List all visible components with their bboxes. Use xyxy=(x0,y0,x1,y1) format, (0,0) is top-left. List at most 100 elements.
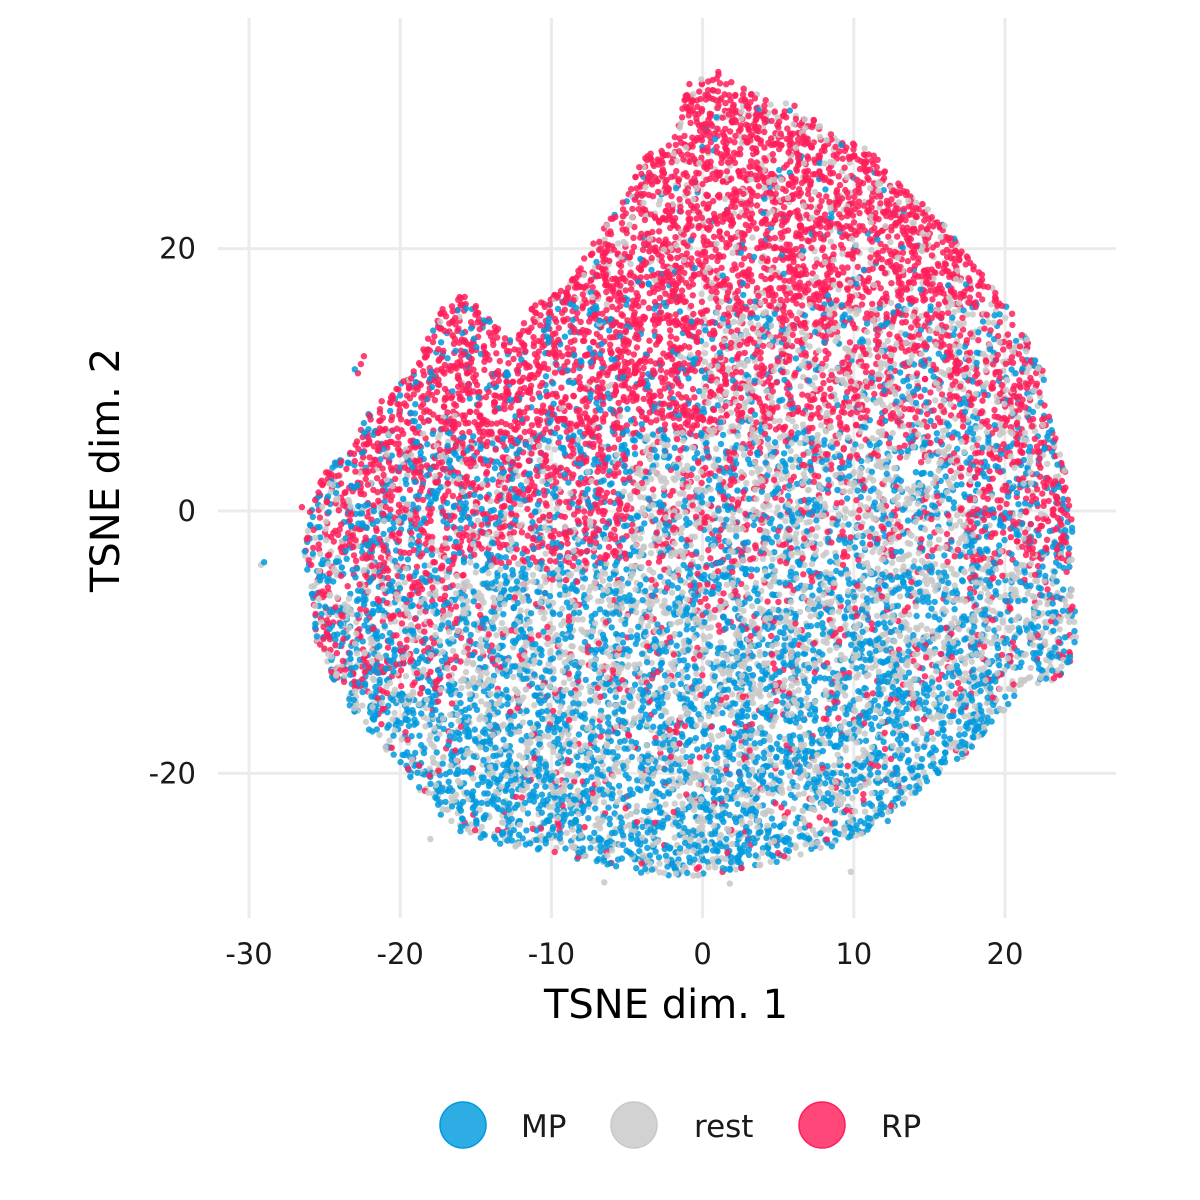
point-rest xyxy=(671,800,678,807)
point-rest xyxy=(812,533,820,540)
point-rest xyxy=(569,826,576,833)
point-mp xyxy=(746,665,753,673)
point-rest xyxy=(841,719,848,726)
point-rp xyxy=(360,353,368,360)
point-mp xyxy=(862,737,870,744)
point-mp xyxy=(624,405,631,413)
point-rp xyxy=(431,333,438,340)
point-mp xyxy=(500,736,507,743)
point-rest xyxy=(743,584,750,591)
point-rest xyxy=(384,536,391,543)
point-rp xyxy=(452,653,459,660)
point-rest xyxy=(861,145,868,152)
point-rest xyxy=(823,549,830,556)
point-rest xyxy=(947,718,954,726)
point-mp xyxy=(733,684,740,692)
point-rp xyxy=(649,486,657,493)
point-rest xyxy=(529,821,536,828)
point-rest xyxy=(1062,602,1070,610)
point-rest xyxy=(914,752,921,760)
point-rp xyxy=(496,357,503,365)
point-rp xyxy=(605,445,613,453)
point-rp xyxy=(691,394,698,401)
point-rest xyxy=(800,202,807,209)
point-rp xyxy=(1031,435,1039,442)
point-rp xyxy=(921,673,929,680)
point-rp xyxy=(825,350,832,358)
point-rp xyxy=(549,576,556,583)
point-mp xyxy=(830,770,837,777)
point-mp xyxy=(414,769,421,776)
point-rest xyxy=(782,517,789,525)
point-rest xyxy=(889,742,897,749)
point-rp xyxy=(1007,534,1014,541)
point-mp xyxy=(352,574,359,581)
point-rp xyxy=(596,238,603,245)
point-rp xyxy=(448,303,456,310)
point-rp xyxy=(773,697,780,705)
point-mp xyxy=(822,186,829,193)
point-rest xyxy=(796,309,803,316)
point-rp xyxy=(778,496,785,504)
point-mp xyxy=(621,737,628,744)
point-mp xyxy=(941,552,948,559)
point-rest xyxy=(747,320,754,327)
point-mp xyxy=(880,187,887,194)
point-mp xyxy=(639,704,647,711)
point-mp xyxy=(590,553,597,560)
point-rest xyxy=(792,423,799,430)
point-mp xyxy=(1035,584,1043,591)
point-rp xyxy=(943,530,951,538)
point-rp xyxy=(450,664,458,672)
point-rest xyxy=(615,240,622,247)
point-rest xyxy=(705,713,712,720)
point-rest xyxy=(398,736,406,743)
point-mp xyxy=(761,650,769,658)
point-rp xyxy=(616,506,623,513)
point-mp xyxy=(804,688,812,696)
point-mp xyxy=(472,684,479,691)
point-mp xyxy=(954,431,961,438)
point-mp xyxy=(606,815,613,822)
point-rp xyxy=(715,622,722,629)
point-mp xyxy=(489,476,496,483)
point-rp xyxy=(986,467,993,475)
point-rp xyxy=(510,355,517,363)
point-mp xyxy=(585,815,592,822)
point-rest xyxy=(730,318,737,326)
point-mp xyxy=(883,470,890,477)
point-rest xyxy=(712,864,719,871)
point-rest xyxy=(755,803,763,810)
point-rp xyxy=(629,521,636,528)
point-rest xyxy=(698,554,705,562)
point-rp xyxy=(330,538,337,545)
point-rp xyxy=(629,205,636,213)
point-rest xyxy=(743,480,750,487)
point-rp xyxy=(754,192,761,199)
point-rest xyxy=(786,773,794,780)
point-mp xyxy=(713,114,720,121)
point-rp xyxy=(869,300,876,308)
point-rest xyxy=(545,660,552,668)
point-rp xyxy=(310,544,317,552)
point-rp xyxy=(534,472,541,479)
point-mp xyxy=(595,855,602,863)
point-rp xyxy=(530,334,537,341)
point-mp xyxy=(524,555,532,562)
point-rp xyxy=(528,450,535,457)
point-rp xyxy=(312,610,319,618)
point-mp xyxy=(740,807,747,814)
point-rest xyxy=(937,233,944,241)
point-rp xyxy=(672,311,679,318)
point-mp xyxy=(703,753,710,760)
point-rp xyxy=(747,572,755,580)
point-rp xyxy=(927,389,934,396)
point-rest xyxy=(558,766,565,774)
point-rp xyxy=(929,296,936,303)
point-rp xyxy=(723,694,730,701)
point-rp xyxy=(708,253,716,260)
point-mp xyxy=(831,806,839,814)
point-rp xyxy=(1003,500,1010,508)
point-rp xyxy=(339,657,347,665)
